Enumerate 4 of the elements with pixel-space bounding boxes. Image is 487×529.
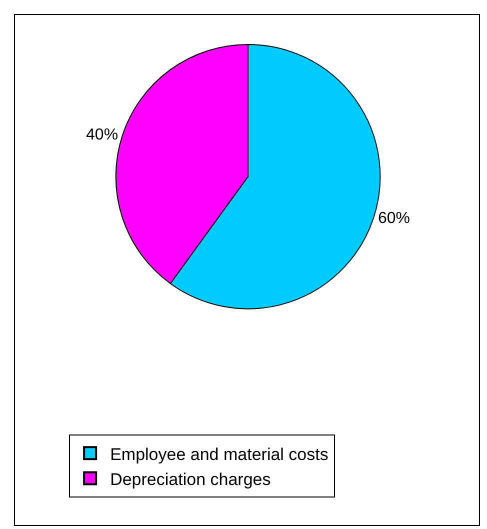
data-label: 60% [378, 210, 410, 227]
legend-label: Employee and material costs [110, 444, 328, 464]
legend-label: Depreciation charges [110, 470, 271, 489]
data-label: 40% [86, 126, 118, 144]
